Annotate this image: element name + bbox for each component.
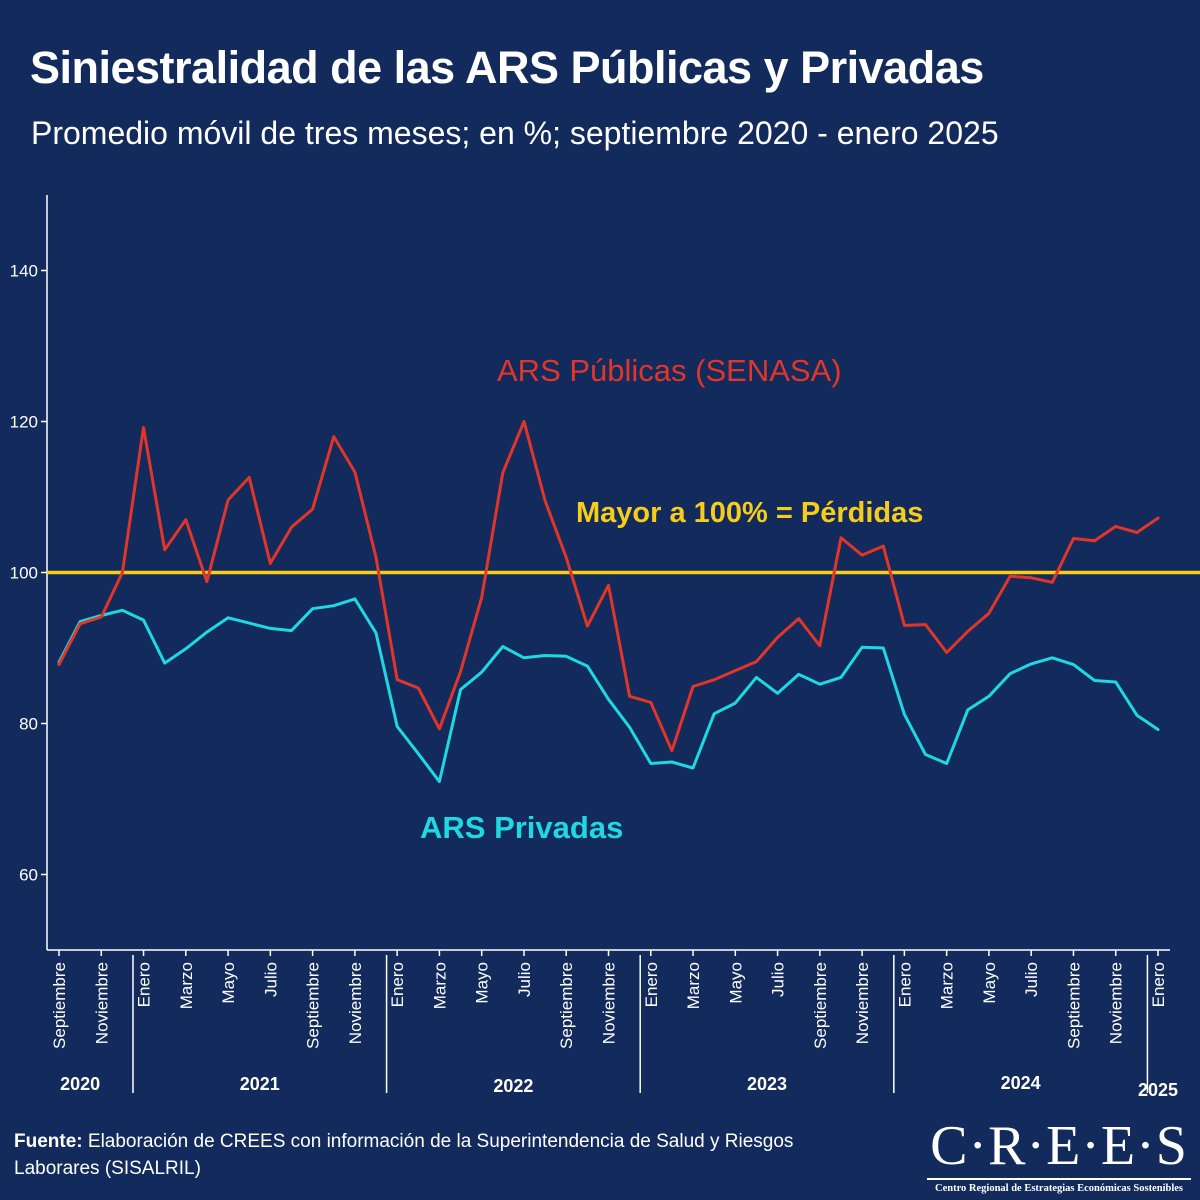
year-label: 2022 <box>493 1076 533 1096</box>
label-privadas: ARS Privadas <box>420 810 623 845</box>
year-label: 2021 <box>240 1074 280 1094</box>
x-tick-label: Enero <box>1149 962 1168 1007</box>
source-label: Fuente: <box>14 1131 83 1152</box>
source-text: Elaboración de CREES con información de … <box>14 1131 794 1179</box>
year-label: 2023 <box>747 1074 787 1094</box>
year-label: 2020 <box>60 1074 100 1094</box>
x-tick-label: Noviembre <box>600 962 619 1044</box>
x-tick-label: Marzo <box>177 962 196 1009</box>
logo-wordmark: C·R·E·E·S <box>930 1115 1188 1177</box>
series-line-privadas <box>57 597 1160 784</box>
x-tick-label: Septiembre <box>304 962 323 1049</box>
x-tick-label: Enero <box>388 962 407 1007</box>
logo-divider <box>927 1178 1191 1180</box>
x-axis-ticks: Septiembre Noviembre Enero Marzo Mayo Julio Se… <box>50 950 1168 1049</box>
page-title: Siniestralidad de las ARS Públicas y Pri… <box>30 42 984 93</box>
x-tick-label: Enero <box>642 962 661 1007</box>
logo-tagline: Centro Regional de Estrategias Económica… <box>934 1183 1183 1194</box>
x-tick-label: Mayo <box>980 962 999 1004</box>
x-tick-label: Enero <box>895 962 914 1007</box>
x-tick-label: Marzo <box>938 962 957 1009</box>
y-tick-label: 120 <box>10 413 38 432</box>
x-tick-label: Marzo <box>684 962 703 1009</box>
x-tick-label: Julio <box>261 962 280 997</box>
y-tick-label: 80 <box>19 715 38 734</box>
y-tick-label: 100 <box>10 564 38 583</box>
x-tick-label: Julio <box>769 962 788 997</box>
x-tick-label: Enero <box>135 962 154 1007</box>
line-chart: 60 80 100 120 140 Septiembre Noviembre Enero Ma… <box>10 195 1200 1100</box>
x-tick-label: Julio <box>1022 962 1041 997</box>
series-line-publicas <box>57 420 1160 753</box>
x-tick-label: Septiembre <box>1064 962 1083 1049</box>
y-axis-ticks: 60 80 100 120 140 <box>10 262 47 885</box>
x-tick-label: Noviembre <box>92 962 111 1044</box>
page-subtitle: Promedio móvil de tres meses; en %; sept… <box>31 115 999 151</box>
y-tick-label: 140 <box>10 262 38 281</box>
x-tick-label: Julio <box>515 962 534 997</box>
year-label: 2025 <box>1138 1080 1178 1100</box>
x-tick-label: Septiembre <box>50 962 69 1049</box>
x-tick-label: Septiembre <box>557 962 576 1049</box>
x-tick-label: Noviembre <box>346 962 365 1044</box>
source-note: Fuente: Elaboración de CREES con informa… <box>14 1128 874 1182</box>
x-tick-label: Noviembre <box>853 962 872 1044</box>
series-labels: ARS Públicas (SENASA) ARS Privadas Mayor a… <box>420 353 923 845</box>
x-tick-label: Mayo <box>219 962 238 1004</box>
x-tick-label: Noviembre <box>1107 962 1126 1044</box>
x-tick-label: Septiembre <box>811 962 830 1049</box>
year-labels: 2020 2021 2022 2023 2024 2025 <box>60 955 1178 1100</box>
y-tick-label: 60 <box>19 866 38 885</box>
x-tick-label: Marzo <box>430 962 449 1009</box>
label-publicas: ARS Públicas (SENASA) <box>497 353 842 388</box>
label-threshold: Mayor a 100% = Pérdidas <box>576 497 923 529</box>
x-tick-label: Mayo <box>473 962 492 1004</box>
x-tick-label: Mayo <box>726 962 745 1004</box>
year-label: 2024 <box>1001 1073 1041 1093</box>
crees-logo: C·R·E·E·S Centro Regional de Estrategias… <box>925 1118 1193 1196</box>
series-lines <box>57 420 1160 784</box>
